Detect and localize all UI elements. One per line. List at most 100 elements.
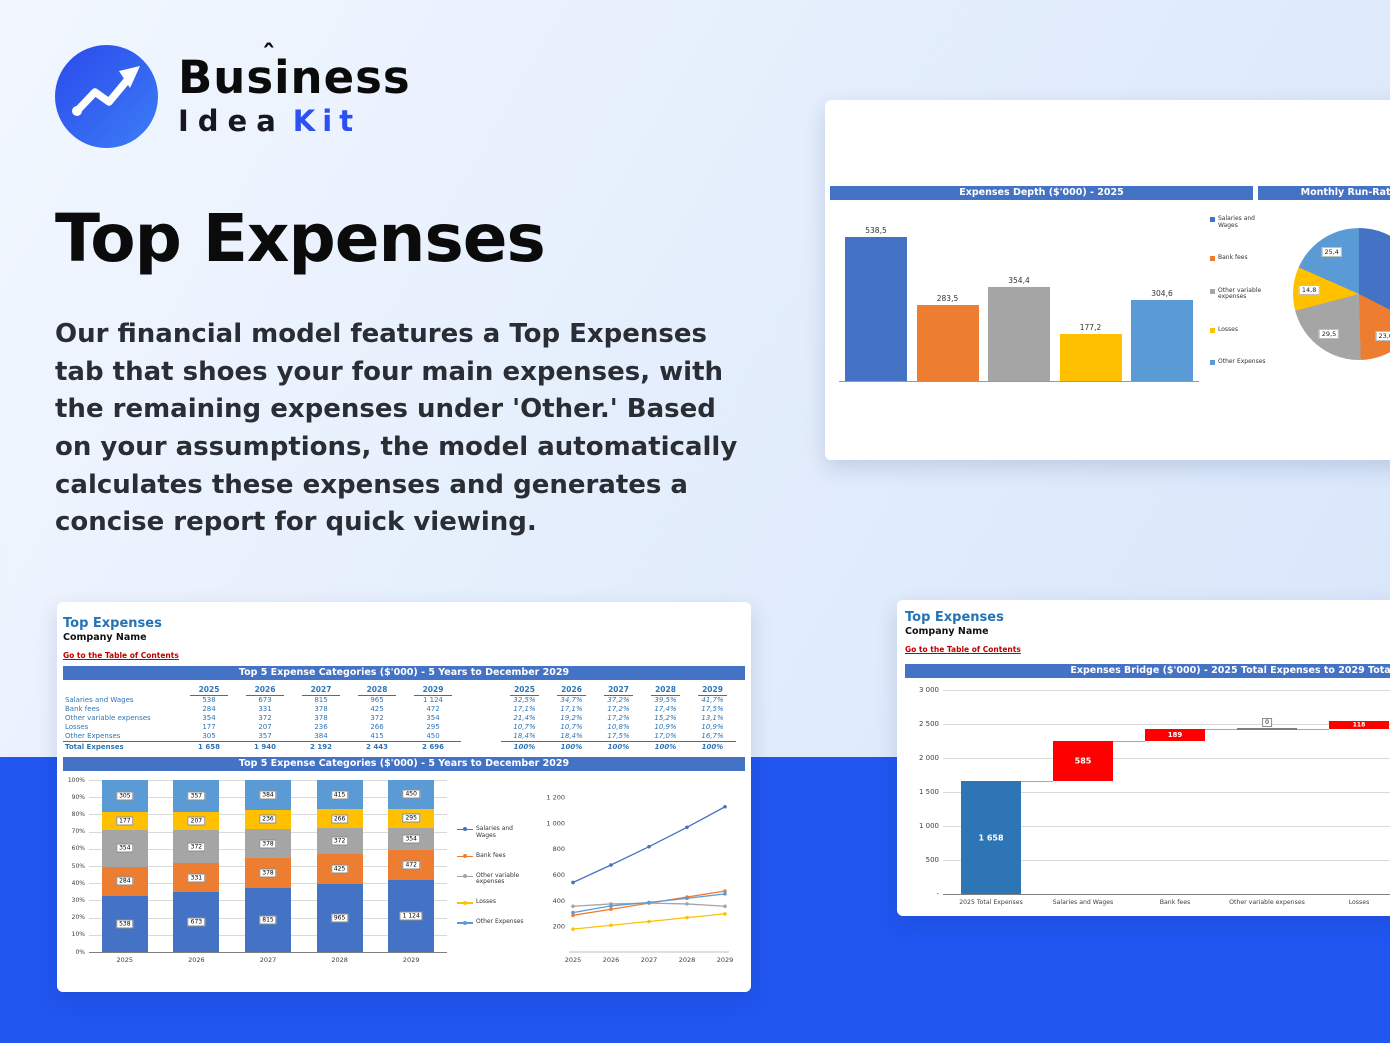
year-header: 2029 — [414, 683, 452, 696]
cell-value: 354 — [426, 714, 440, 722]
connector-line — [1021, 781, 1053, 783]
legend-swatch — [1210, 217, 1215, 222]
bar-value-label: 1 658 — [978, 833, 1004, 843]
segment: 538 — [101, 896, 148, 952]
segment: 331 — [173, 863, 220, 893]
cell-percent: 21,4% — [513, 714, 536, 722]
segment-value-label: 378 — [259, 839, 277, 849]
data-point — [723, 904, 727, 909]
cell-value: 1 124 — [422, 696, 444, 704]
toc-link[interactable]: Go to the Table of Contents — [63, 651, 179, 660]
total-value: 1 658 — [181, 741, 237, 752]
row-label: Bank fees — [65, 705, 100, 713]
page-title: Top Expenses — [55, 200, 546, 277]
legend-label: Bank fees — [476, 851, 506, 859]
year-header: 2027 — [604, 683, 633, 696]
x-axis-line — [943, 894, 1390, 895]
cell-percent: 34,7% — [560, 696, 583, 704]
bar-value-label: 538,5 — [865, 226, 887, 236]
year-header: 2028 — [358, 683, 396, 696]
total-percent: 100% — [548, 741, 595, 752]
legend-item: Losses — [1210, 325, 1276, 334]
legend-item: Salaries and Wages — [1210, 215, 1276, 230]
segment-value-label: 295 — [402, 813, 420, 823]
legend-item: Other variable expenses — [1210, 287, 1276, 302]
total-percent: 100% — [595, 741, 642, 752]
bar-1 — [916, 305, 979, 381]
data-point — [571, 927, 575, 931]
logo-name: Business — [178, 51, 411, 104]
segment-value-label: 815 — [259, 915, 277, 925]
legend-item: Other variable expenses — [457, 872, 533, 887]
y-axis-label: 3 000 — [918, 686, 939, 694]
total-value: 2 696 — [405, 741, 461, 752]
x-axis-label: Losses — [1348, 899, 1370, 906]
cell-value: 236 — [314, 723, 328, 731]
y-axis-label: - — [936, 890, 939, 898]
data-point — [685, 915, 689, 920]
cell-value: 177 — [202, 723, 216, 731]
total-percent: 100% — [642, 741, 689, 752]
segment: 284 — [101, 866, 148, 897]
x-axis-label: 2026 — [603, 956, 620, 964]
legend-marker-dot — [463, 874, 467, 879]
legend-marker — [457, 827, 473, 832]
y-axis-label: 70% — [71, 828, 85, 836]
data-point — [571, 880, 575, 885]
legend-marker-dot — [463, 920, 467, 925]
brand-logo[interactable]: Business ˆ Idea Kit — [55, 40, 411, 148]
cell-percent: 17,1% — [560, 705, 583, 713]
legend-swatch — [1210, 327, 1215, 333]
bar-value-label: 283,5 — [936, 294, 959, 304]
row-label: Other variable expenses — [65, 714, 151, 722]
cell-percent: 17,1% — [513, 705, 536, 713]
segment: 965 — [316, 884, 363, 952]
segment: 207 — [173, 811, 220, 831]
total-value: 2 192 — [293, 741, 349, 752]
segment-value-label: 372 — [187, 842, 206, 852]
spacer — [63, 683, 181, 696]
legend-label: Losses — [1218, 325, 1238, 333]
cell-value: 207 — [258, 723, 272, 731]
legend-marker — [457, 874, 473, 879]
y-axis-label: 2 500 — [918, 720, 939, 728]
y-axis-label: 500 — [925, 856, 939, 864]
segment: 354 — [388, 827, 435, 851]
toc-link[interactable]: Go to the Table of Contents — [905, 645, 1021, 654]
cell-value: 266 — [370, 723, 384, 731]
company-name: Company Name — [63, 632, 147, 643]
segment: 1 124 — [388, 880, 435, 952]
segment-value-label: 284 — [116, 876, 134, 886]
x-axis-label: Salaries and Wages — [1052, 899, 1114, 906]
line-series — [572, 806, 726, 884]
y-axis-label: 60% — [71, 845, 85, 853]
bar-slot: 354,4 — [988, 276, 1050, 381]
expense-chart-header: Top 5 Expense Categories ($'000) - 5 Yea… — [63, 757, 745, 771]
segment-value-label: 472 — [402, 860, 420, 870]
gridline — [943, 690, 1390, 691]
segment: 378 — [245, 828, 291, 859]
cell-percent: 10,7% — [513, 723, 536, 731]
segment-value-label: 354 — [116, 843, 134, 853]
gridline — [943, 860, 1390, 861]
pie-value-label: 23,6 — [1375, 331, 1390, 342]
cell-value: 284 — [202, 705, 216, 713]
data-point — [571, 913, 575, 918]
data-point — [571, 910, 575, 915]
y-axis-label: 800 — [553, 845, 565, 853]
legend-item: Bank fees — [1210, 254, 1276, 262]
x-axis-line — [89, 952, 447, 953]
spacer — [461, 696, 501, 705]
segment-value-label: 450 — [402, 789, 420, 799]
expenses-bridge-card: Top Expenses Company Name Go to the Tabl… — [897, 600, 1390, 916]
stacked-bar: 538 284 354 177 305 — [101, 780, 148, 952]
segment: 295 — [388, 808, 435, 828]
y-axis-label: 100% — [67, 776, 85, 784]
bar-3 — [1059, 333, 1122, 381]
y-axis-label: 2 000 — [918, 754, 939, 762]
legend-marker — [457, 900, 473, 905]
legend-swatch — [1210, 256, 1215, 262]
cell-percent: 10,9% — [654, 723, 677, 731]
data-point — [685, 896, 689, 901]
logo-idea: Idea — [178, 104, 285, 138]
